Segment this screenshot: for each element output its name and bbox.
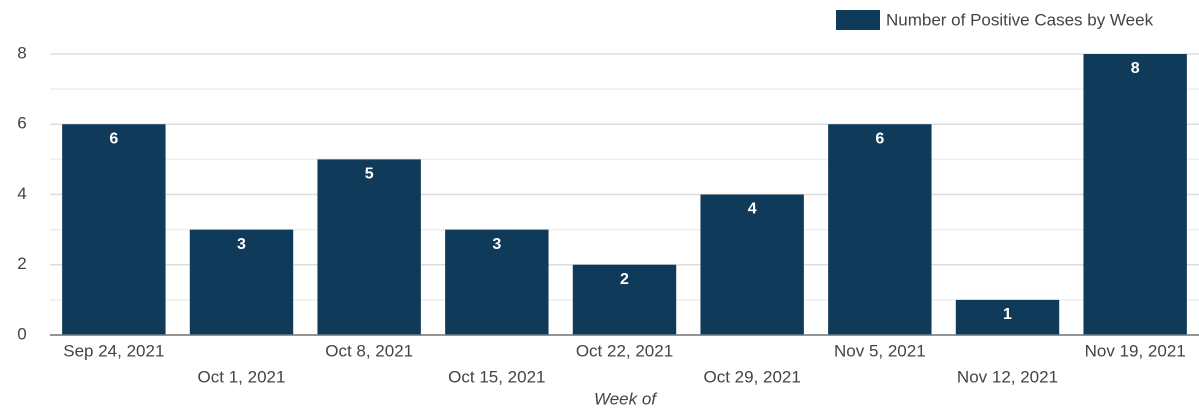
bar	[62, 124, 166, 335]
bar	[317, 159, 421, 335]
legend-swatch	[836, 10, 880, 30]
legend-label: Number of Positive Cases by Week	[886, 10, 1154, 29]
x-tick-label: Oct 1, 2021	[198, 367, 286, 386]
y-tick-label: 0	[17, 324, 26, 343]
x-tick-label: Nov 19, 2021	[1085, 341, 1186, 360]
data-label: 5	[365, 166, 374, 183]
bar	[955, 299, 1060, 335]
data-label: 8	[1131, 60, 1140, 77]
x-axis-title: Week of	[594, 389, 658, 408]
x-tick-label: Oct 29, 2021	[703, 367, 800, 386]
x-tick-label: Oct 22, 2021	[576, 341, 673, 360]
bar	[572, 264, 677, 335]
x-tick-label: Oct 15, 2021	[448, 367, 545, 386]
x-tick-label: Nov 12, 2021	[957, 367, 1058, 386]
y-tick-label: 2	[17, 254, 26, 273]
data-label: 3	[237, 236, 246, 253]
y-tick-label: 6	[17, 114, 26, 133]
x-tick-label: Oct 8, 2021	[325, 341, 413, 360]
x-tick-label: Sep 24, 2021	[63, 341, 164, 360]
data-label: 2	[620, 271, 629, 288]
bar	[445, 229, 549, 335]
bar	[828, 124, 932, 335]
data-label: 6	[109, 130, 118, 147]
y-tick-label: 4	[17, 184, 26, 203]
bar	[189, 229, 294, 335]
data-label: 3	[492, 236, 501, 253]
data-label: 1	[1003, 306, 1012, 323]
bar	[1083, 54, 1187, 335]
x-tick-label: Nov 5, 2021	[834, 341, 926, 360]
data-label: 6	[875, 130, 884, 147]
data-label: 4	[748, 201, 757, 218]
y-tick-label: 8	[17, 43, 26, 62]
bar	[700, 194, 804, 335]
